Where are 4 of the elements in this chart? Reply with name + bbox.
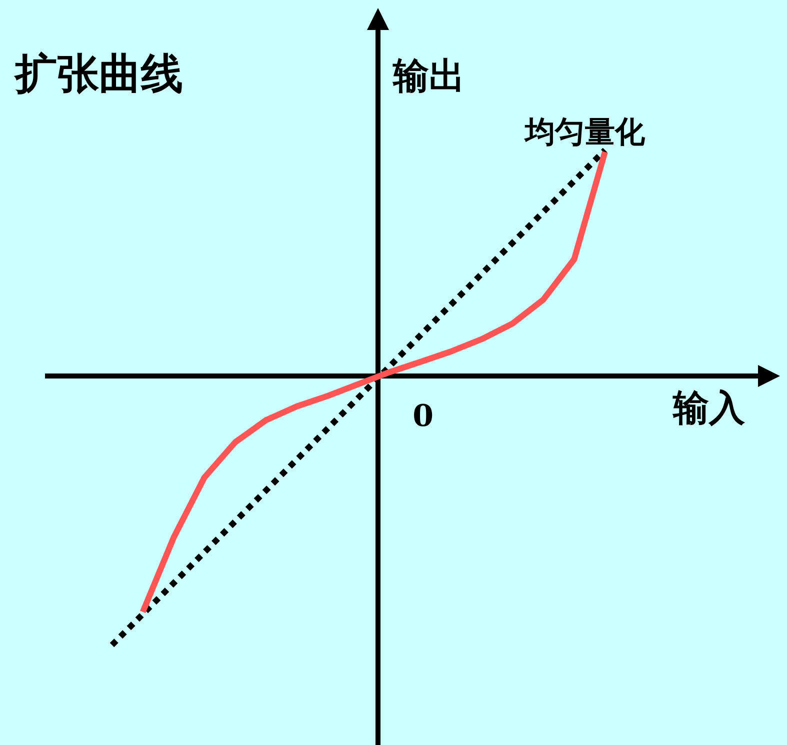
ylabel: 输出: [393, 56, 465, 97]
title: 扩张曲线: [15, 49, 183, 98]
annotation: 0: [412, 399, 434, 434]
xlabel: 输入: [673, 388, 745, 429]
